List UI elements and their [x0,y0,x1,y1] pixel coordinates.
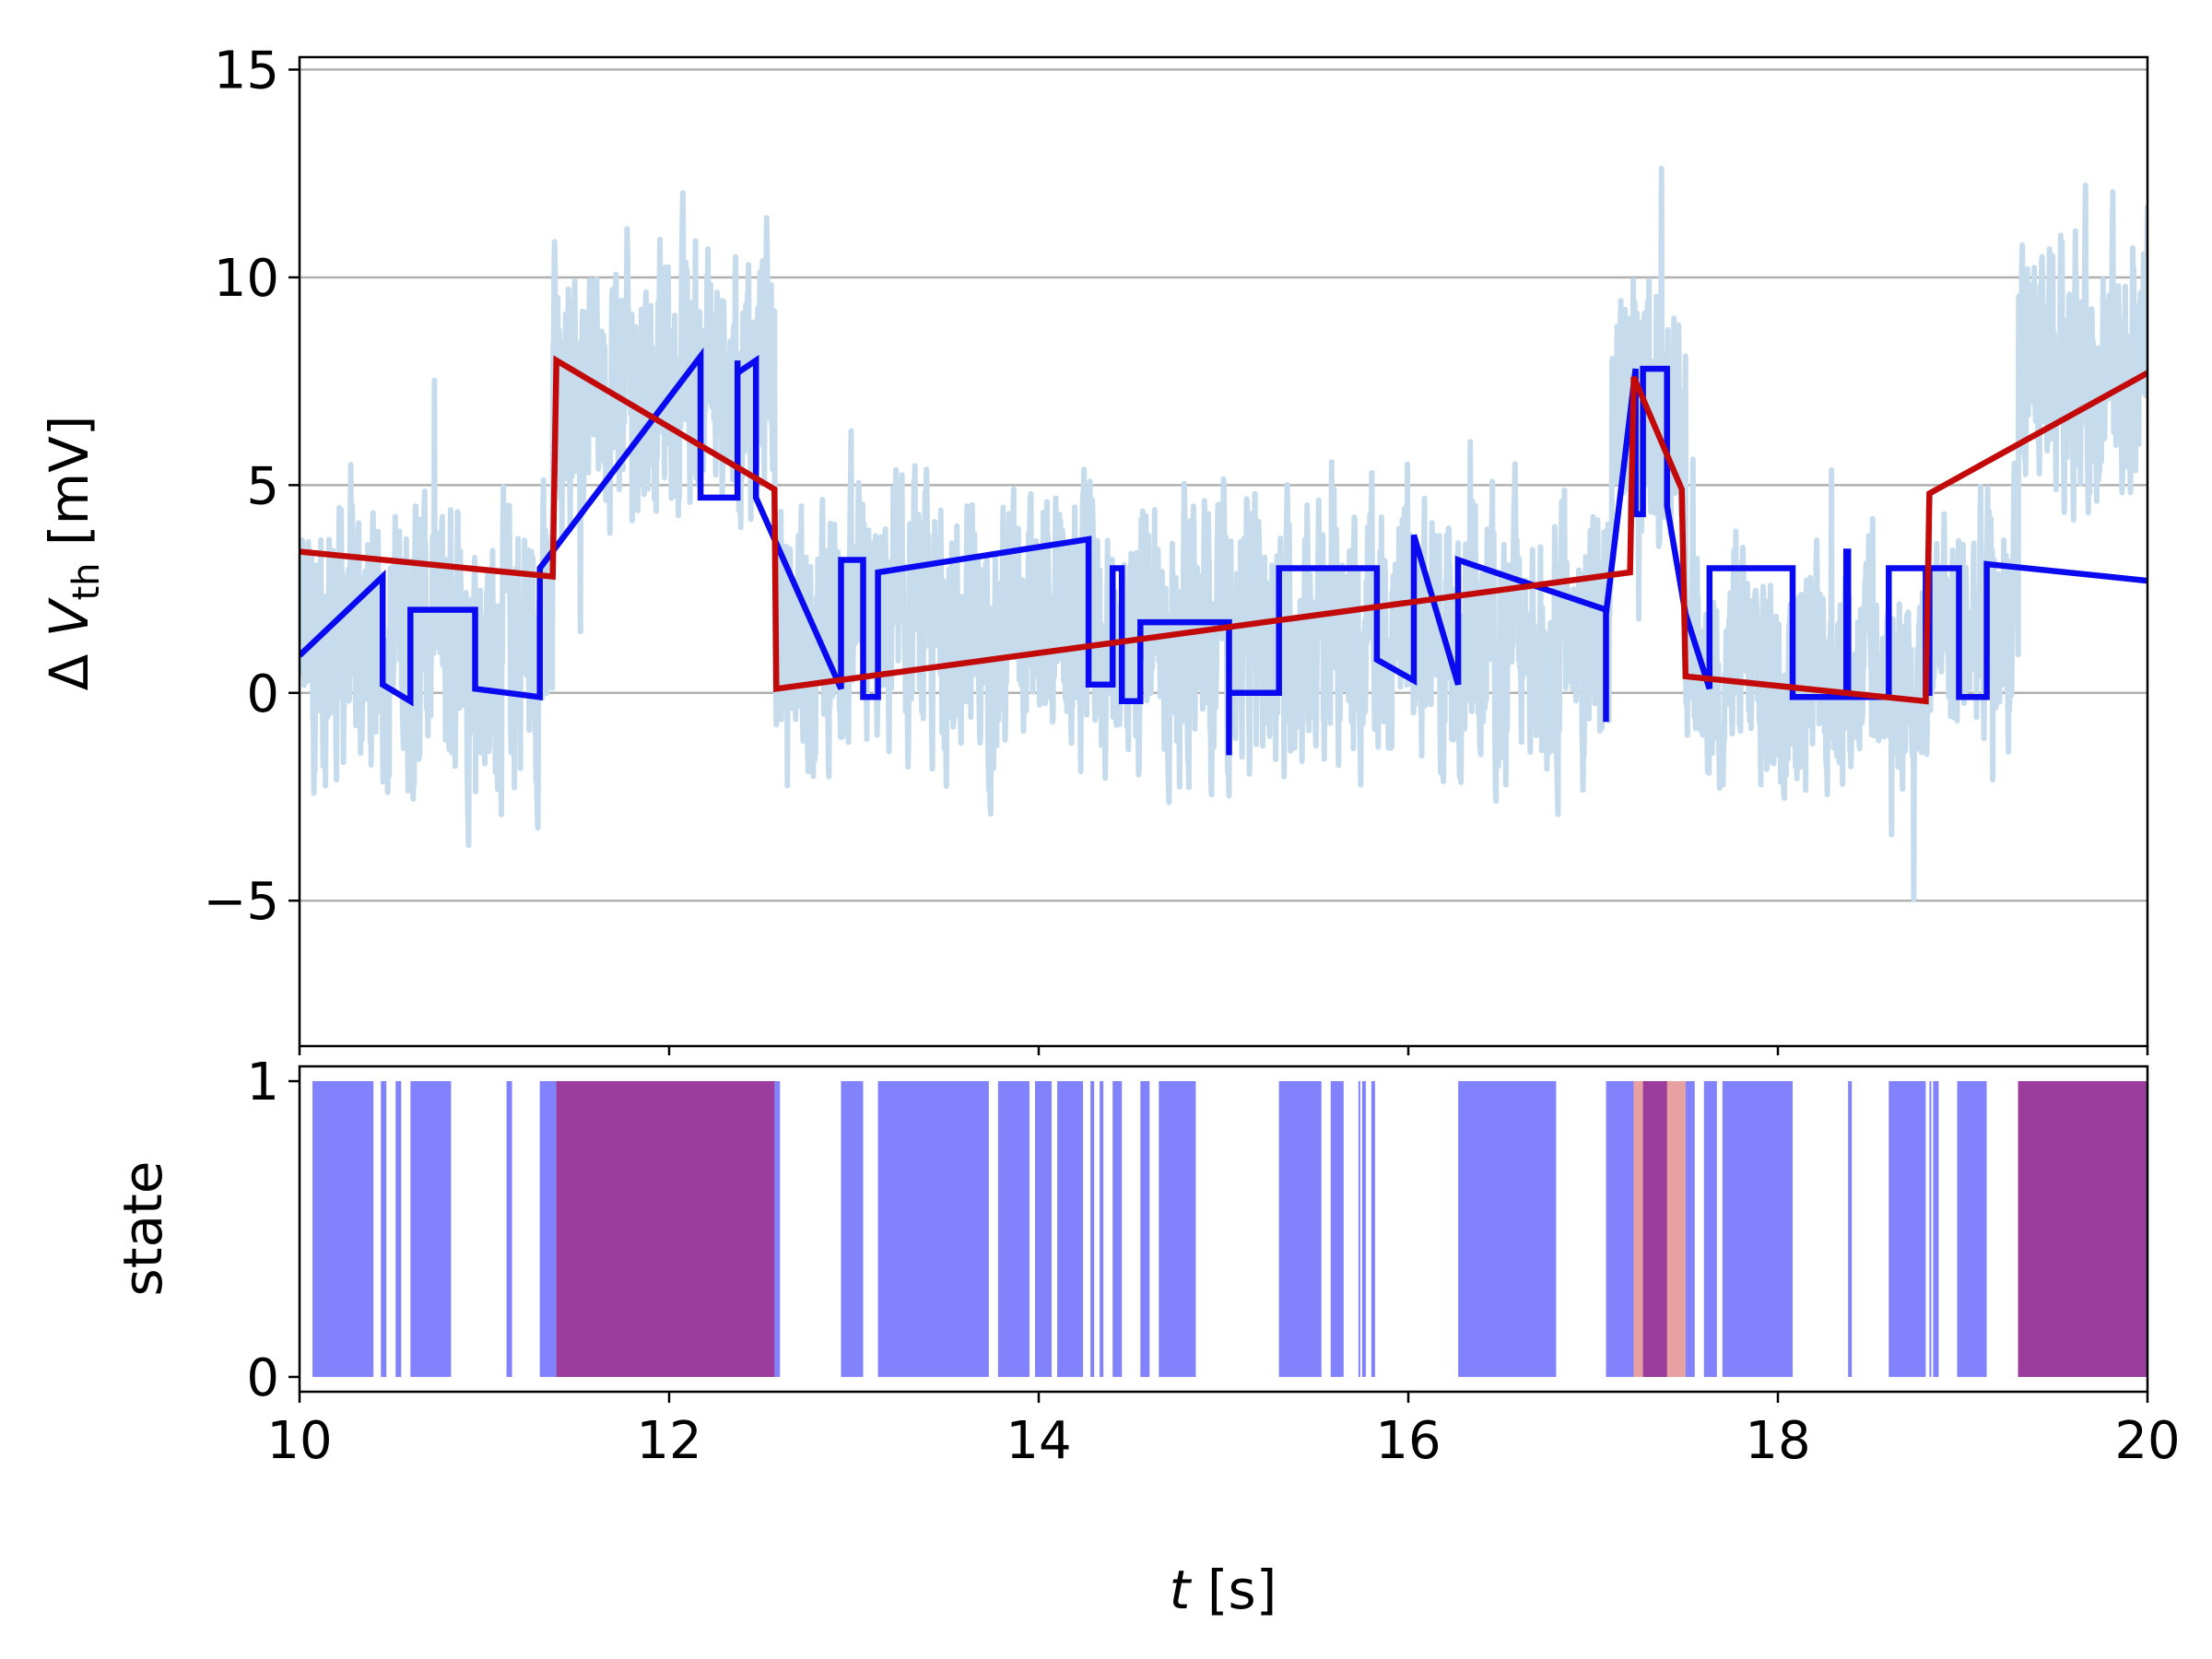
blue-state-bar [1933,1081,1939,1377]
blue-state-bar [312,1081,374,1377]
y-tick-label: 10 [214,249,279,309]
bottom-y-axis-ticks: 01 [246,1053,300,1408]
blue-state-bar [997,1081,1030,1377]
x-axis-ticks: 10 12 14 16 18 20 [266,1046,2181,1471]
blue-state-bar [1929,1081,1932,1377]
overlap-state-bar [2018,1081,2147,1377]
blue-state-bar [395,1081,402,1377]
blue-state-bar [506,1081,512,1377]
top-y-axis-label: Δ Vth [mV] [38,416,108,691]
fitted-lines [300,347,2147,756]
x-tick-label: 14 [1006,1411,1071,1471]
y-tick-label: 15 [214,41,279,101]
state-bars [312,1081,2147,1377]
blue-state-bar [1112,1081,1123,1377]
bottom-plot-frame [298,1065,2149,1394]
blue-state-bar [1361,1081,1366,1377]
blue-state-bar [381,1081,387,1377]
top-panel: −5 0 5 10 15 Δ Vth [mV] [38,41,2149,1048]
blue-state-bar [1090,1081,1095,1377]
blue-state-bar [1140,1081,1150,1377]
blue-state-bar [1606,1081,1634,1377]
blue-state-bar [1685,1081,1695,1377]
top-plot-frame [298,55,2149,1048]
x-tick-label: 10 [266,1411,332,1471]
overlap-state-bar [1642,1081,1667,1377]
blue-state-bar [1159,1081,1196,1377]
x-tick-label: 20 [2114,1411,2180,1471]
blue-state-bar [1057,1081,1084,1377]
red-series-line [300,355,2147,705]
blue-state-bar [1330,1081,1344,1377]
blue-state-bar [1358,1081,1360,1377]
bottom-y-axis-label: state [112,1161,174,1297]
y-tick-label: 0 [246,665,279,724]
blue-state-bar [1458,1081,1557,1377]
blue-state-bar [877,1081,989,1377]
y-tick-label: 1 [246,1053,279,1112]
blue-state-bar [1100,1081,1104,1377]
x-axis-label: t [s] [1170,1559,1277,1621]
blue-state-bar [1848,1081,1853,1377]
blue-state-bar [1034,1081,1053,1377]
x-tick-label: 16 [1375,1411,1441,1471]
top-y-axis-ticks: −5 0 5 10 15 [203,41,300,932]
y-tick-label: −5 [203,872,279,932]
blue-state-bar [1888,1081,1926,1377]
blue-series-line [300,347,2147,756]
overlap-state-bar [556,1081,775,1377]
blue-state-bar [841,1081,864,1377]
blue-state-bar [1703,1081,1717,1377]
x-tick-label: 12 [636,1411,701,1471]
blue-state-bar [1371,1081,1375,1377]
blue-state-bar [410,1081,452,1377]
blue-state-bar [1957,1081,1987,1377]
bottom-panel: 01 10 12 14 16 18 20 state t [s] [112,1046,2181,1621]
y-tick-label: 5 [246,456,279,516]
x-tick-label: 18 [1745,1411,1810,1471]
blue-state-bar [1722,1081,1794,1377]
y-tick-label: 0 [246,1348,279,1408]
blue-state-bar [1278,1081,1322,1377]
